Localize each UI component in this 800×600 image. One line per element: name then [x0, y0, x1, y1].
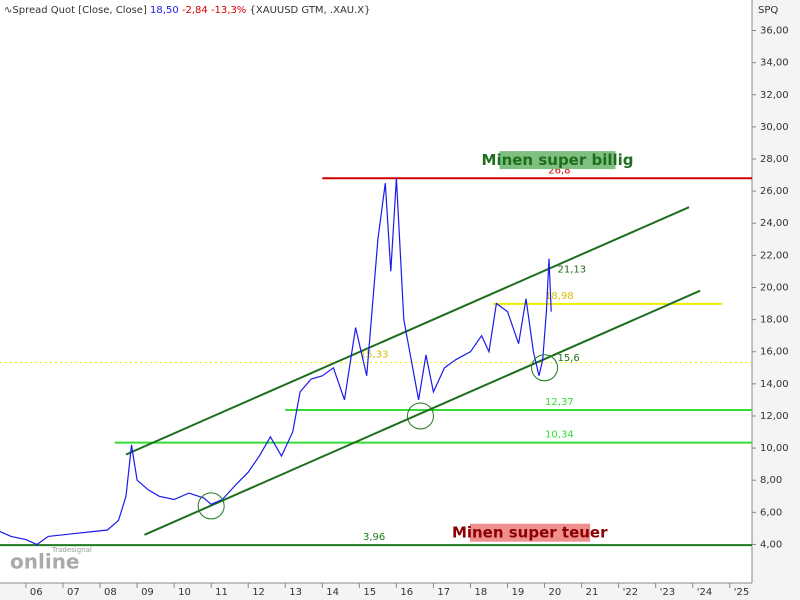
x-tick-label: 15 — [363, 587, 376, 598]
y-tick-label: 20,00 — [760, 282, 789, 293]
x-tick-label: 16 — [400, 587, 413, 598]
y-tick-label: 16,00 — [760, 347, 789, 358]
x-tick-label: 10 — [178, 587, 191, 598]
y-tick-label: 14,00 — [760, 379, 789, 390]
logo-small: Tradesignal — [51, 546, 92, 554]
highlight-circle — [531, 354, 559, 382]
level-label: 26,8 — [548, 165, 570, 176]
axis-name: SPQ — [758, 5, 778, 16]
x-axis-panel — [0, 583, 800, 600]
y-tick-label: 32,00 — [760, 90, 789, 101]
x-tick-label: 09 — [141, 587, 154, 598]
level-label: 3,96 — [363, 532, 385, 543]
y-tick-label: 10,00 — [760, 443, 789, 454]
annotation: Minen super teuer — [452, 523, 608, 542]
x-tick-label: 19 — [512, 587, 525, 598]
annotation-box — [469, 523, 591, 542]
x-tick-label: 20 — [549, 587, 562, 598]
y-tick-label: 26,00 — [760, 186, 789, 197]
x-tick-label: 06 — [30, 587, 43, 598]
trend-line — [144, 289, 701, 536]
x-tick-label: '22 — [623, 587, 638, 598]
level-label: 10,34 — [545, 430, 574, 441]
y-tick-label: 4,00 — [760, 539, 782, 550]
point-label: 15,6 — [558, 353, 580, 364]
trend-line — [125, 206, 690, 456]
x-tick-label: '25 — [734, 587, 749, 598]
y-tick-label: 24,00 — [760, 218, 789, 229]
x-tick-label: 18 — [474, 587, 487, 598]
y-tick-label: 30,00 — [760, 122, 789, 133]
x-tick-label: 21 — [586, 587, 599, 598]
highlight-circle — [406, 402, 434, 430]
x-tick-label: 07 — [67, 587, 80, 598]
y-tick-label: 18,00 — [760, 315, 789, 326]
y-tick-label: 8,00 — [760, 475, 782, 486]
x-tick-label: 11 — [215, 587, 228, 598]
x-tick-label: '24 — [697, 587, 712, 598]
highlight-circle — [197, 492, 225, 520]
level-label: 12,37 — [545, 397, 574, 408]
y-tick-label: 6,00 — [760, 507, 782, 518]
y-tick-label: 36,00 — [760, 26, 789, 37]
annotation-box — [499, 151, 616, 170]
header-title: ∿Spread Quot [Close, Close] 18,50 -2,84 … — [4, 5, 371, 16]
x-tick-label: '23 — [660, 587, 675, 598]
y-axis-panel — [752, 0, 800, 600]
level-label: 18,98 — [545, 291, 574, 302]
y-tick-label: 12,00 — [760, 411, 789, 422]
x-tick-label: 13 — [289, 587, 302, 598]
y-tick-label: 34,00 — [760, 58, 789, 69]
x-tick-label: 17 — [437, 587, 450, 598]
annotation-text: Minen super teuer — [452, 524, 608, 542]
annotation-text: Minen super billig — [482, 151, 634, 169]
y-tick-label: 22,00 — [760, 250, 789, 261]
price-line — [0, 178, 552, 546]
logo: online — [10, 550, 80, 574]
annotation: Minen super billig — [482, 151, 634, 170]
point-label: 21,13 — [558, 264, 587, 275]
y-tick-label: 28,00 — [760, 154, 789, 165]
level-label: 15,33 — [360, 349, 389, 360]
x-tick-label: 12 — [252, 587, 265, 598]
x-tick-label: 08 — [104, 587, 117, 598]
x-tick-label: 14 — [326, 587, 339, 598]
